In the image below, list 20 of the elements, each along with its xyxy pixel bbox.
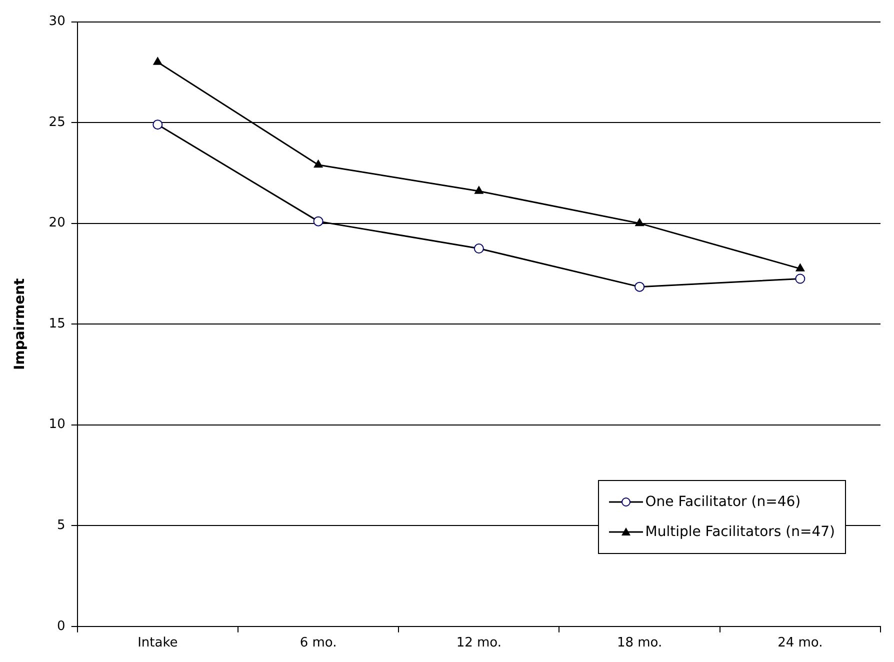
point	[153, 57, 162, 65]
point	[796, 264, 805, 272]
y-tick-label: 15	[48, 316, 66, 332]
y-tick-label: 0	[57, 618, 66, 634]
legend-label: One Facilitator (n=46)	[645, 494, 801, 510]
y-tick-label: 25	[48, 114, 66, 130]
y-axis-title: Impairment	[12, 278, 28, 370]
y-tick-label: 10	[48, 417, 66, 432]
point	[635, 218, 644, 226]
x-tick-label: Intake	[138, 636, 178, 651]
x-tick-label: 12 mo.	[456, 636, 502, 651]
x-tick-label: 24 mo.	[778, 636, 823, 651]
x-tick-label: 6 mo.	[300, 636, 337, 651]
x-tick-label: 18 mo.	[616, 636, 662, 651]
y-tick-label: 5	[57, 518, 66, 534]
point	[474, 186, 484, 194]
y-tick-label: 20	[48, 216, 66, 231]
legend-label: Multiple Facilitators (n=47)	[645, 524, 835, 540]
point	[314, 160, 323, 168]
y-tick-label: 30	[48, 14, 66, 30]
